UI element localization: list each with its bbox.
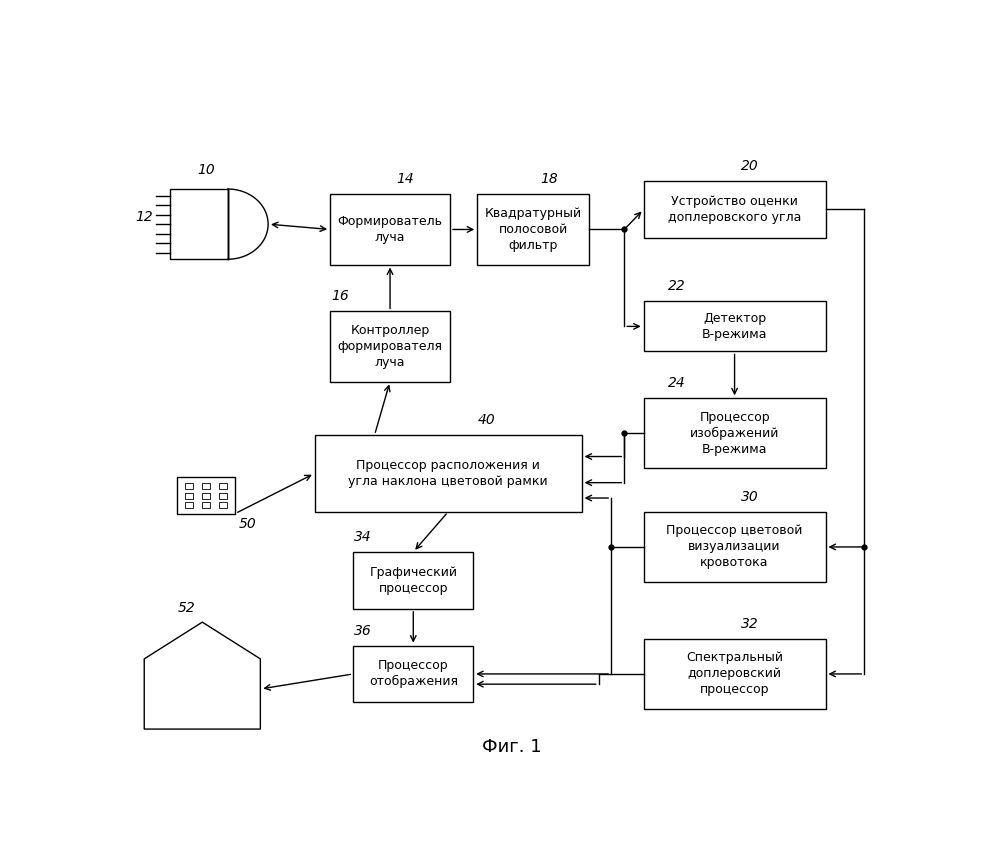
Bar: [354, 552, 474, 608]
Text: 32: 32: [741, 617, 759, 631]
Text: Процессор
отображения: Процессор отображения: [369, 660, 458, 688]
Bar: [219, 483, 228, 490]
Text: Формирователь
луча: Формирователь луча: [338, 215, 443, 244]
Text: Графический
процессор: Графический процессор: [370, 566, 458, 595]
Bar: [202, 493, 211, 499]
Text: Квадратурный
полосовой
фильтр: Квадратурный полосовой фильтр: [485, 207, 581, 252]
Text: 30: 30: [741, 490, 759, 503]
Bar: [643, 512, 825, 582]
Text: 52: 52: [178, 602, 196, 615]
Text: 24: 24: [667, 376, 685, 391]
Text: 40: 40: [478, 413, 496, 427]
Text: 16: 16: [331, 289, 349, 303]
Bar: [330, 194, 450, 265]
Bar: [219, 503, 228, 508]
Text: 50: 50: [239, 516, 257, 531]
Text: 10: 10: [198, 163, 216, 177]
Text: Детектор
В-режима: Детектор В-режима: [702, 312, 767, 341]
Text: 34: 34: [354, 530, 372, 544]
Text: Контроллер
формирователя
луча: Контроллер формирователя луча: [338, 324, 443, 369]
Bar: [643, 181, 825, 238]
Bar: [354, 646, 474, 702]
Bar: [219, 493, 228, 499]
Bar: [170, 189, 228, 260]
Bar: [185, 503, 194, 508]
Text: Процессор расположения и
угла наклона цветовой рамки: Процессор расположения и угла наклона цв…: [349, 459, 547, 488]
Text: Процессор цветовой
визуализации
кровотока: Процессор цветовой визуализации кровоток…: [666, 524, 803, 569]
Bar: [315, 435, 581, 512]
Polygon shape: [144, 622, 261, 729]
Text: 14: 14: [397, 173, 415, 187]
Bar: [177, 477, 235, 514]
Text: 22: 22: [667, 279, 685, 293]
Text: 12: 12: [135, 210, 153, 225]
Bar: [185, 493, 194, 499]
Text: 36: 36: [354, 623, 372, 637]
Bar: [202, 503, 211, 508]
Bar: [330, 312, 450, 382]
Text: 20: 20: [741, 159, 759, 173]
Bar: [643, 639, 825, 709]
Text: Фиг. 1: Фиг. 1: [483, 738, 541, 756]
Text: Процессор
изображений
В-режима: Процессор изображений В-режима: [690, 411, 779, 456]
Text: Спектральный
доплеровский
процессор: Спектральный доплеровский процессор: [686, 652, 783, 696]
Bar: [643, 301, 825, 352]
Bar: [202, 483, 211, 490]
Bar: [478, 194, 589, 265]
Text: Устройство оценки
доплеровского угла: Устройство оценки доплеровского угла: [668, 195, 801, 224]
Bar: [185, 483, 194, 490]
Bar: [643, 398, 825, 469]
Text: 18: 18: [539, 173, 557, 187]
